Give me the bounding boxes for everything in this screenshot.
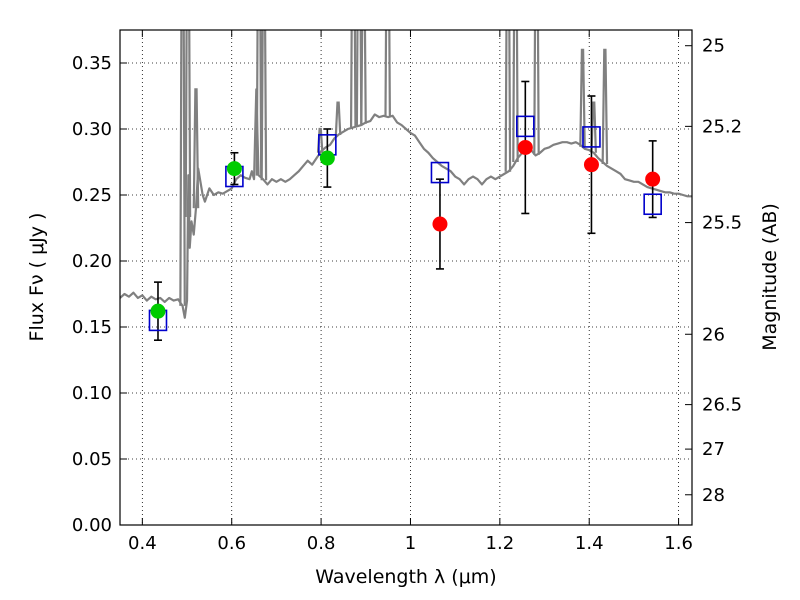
y-tick-label: 0.35 [72, 53, 112, 74]
x-tick-label: 1 [405, 533, 416, 554]
observed-point-red [583, 157, 599, 173]
model-photometry-square [643, 193, 662, 216]
y-tick-label: 0.05 [72, 449, 112, 470]
y-tick-label: 0.20 [72, 251, 112, 272]
x-tick-label: 0.6 [217, 533, 246, 554]
right-tick-label: 27 [702, 439, 725, 460]
x-tick-label: 1.4 [575, 533, 604, 554]
observed-point-green [319, 150, 335, 166]
plot-background [120, 30, 692, 525]
marker-layer [148, 115, 662, 332]
plot-frame [119, 29, 693, 526]
right-tick-label: 25.5 [702, 213, 742, 234]
observed-point-red [517, 139, 533, 155]
sed-emission-line [601, 48, 609, 164]
sed-emission-line [184, 30, 192, 218]
sed-emission-line [260, 30, 268, 181]
observed-point-red [432, 216, 448, 232]
y-tick-label: 0.15 [72, 317, 112, 338]
sed-emission-line [179, 30, 186, 306]
x-axis-label: Wavelength λ (μm) [315, 566, 496, 588]
y-tick-label: 0.30 [72, 119, 112, 140]
observed-point-red [645, 171, 661, 187]
x-tick-label: 1.6 [664, 533, 693, 554]
y-tick-label: 0.25 [72, 185, 112, 206]
model-photometry-square [516, 115, 535, 138]
observed-point-green [226, 161, 242, 177]
x-tick-label: 1.2 [486, 533, 515, 554]
sed-emission-line [334, 101, 342, 136]
right-tick-label: 25.2 [702, 116, 742, 137]
x-tick-label: 0.8 [307, 533, 336, 554]
sed-emission-line [579, 48, 586, 147]
right-axis-label: Magnitude (AB) [759, 203, 781, 351]
y-tick-label: 0.10 [72, 383, 112, 404]
y-tick-label: 0.00 [72, 515, 112, 536]
axis-ticks: 0.4 0.6 0.8 1 1.2 1.4 1.6 0.00 0.05 0.10 0.15 0.20 0… [72, 30, 742, 554]
model-photometry-square [582, 126, 601, 148]
sed-emission-line [192, 88, 200, 209]
right-tick-label: 26.5 [702, 395, 742, 416]
right-tick-label: 25 [702, 36, 725, 57]
x-tick-label: 0.4 [128, 533, 157, 554]
y-axis-label: Flux Fν ( μJy ) [26, 213, 48, 342]
model-photometry-square [430, 161, 450, 184]
right-tick-label: 26 [702, 324, 725, 345]
observed-point-green [150, 303, 166, 319]
right-tick-label: 28 [702, 485, 725, 506]
